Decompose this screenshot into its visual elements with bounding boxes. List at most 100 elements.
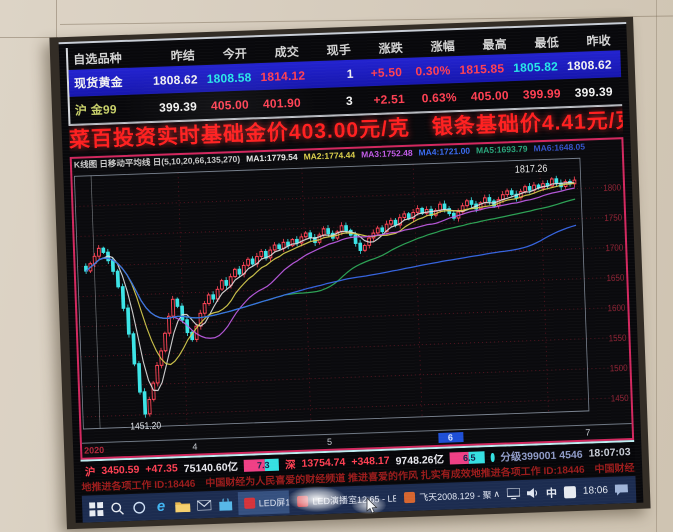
sz-advance-decline-bar: 6.5 [449,451,486,465]
ratio-value: 6.5 [462,452,476,464]
ma-legend-item: MA4:1721.00 [418,145,471,158]
sz-change: +348.17 [351,454,390,469]
prev-close: 399.39 [574,83,613,100]
svg-text:1500: 1500 [610,362,628,373]
prev-settle: 1808.62 [152,71,198,88]
status-clock: 18:07:03 [588,446,631,460]
col-header: 今开 [222,46,248,61]
ma-legend-item: MA3:1752.48 [360,147,413,160]
cortana-icon [133,501,146,514]
file-explorer-button[interactable] [172,494,192,518]
sh-advance-decline-bar: 7.3 [243,458,280,472]
sz-label: 深 [284,458,296,471]
ma-legend-item: MA2:1774.44 [303,149,356,162]
axis-tick: 7 [585,427,591,438]
board-icon [490,452,495,462]
change: +5.50 [370,64,403,80]
prev-close: 1808.62 [566,57,612,73]
col-header: 昨结 [170,47,196,63]
low: 399.99 [522,85,561,102]
folder-icon [175,501,191,512]
high: 1815.85 [459,60,505,77]
svg-text:1650: 1650 [606,272,624,283]
sh-label: 沪 [84,465,96,479]
high: 405.00 [470,87,509,104]
app-icon [404,491,416,504]
svg-text:1750: 1750 [604,212,622,223]
col-header: 现手 [326,42,352,58]
windows-logo-icon [88,501,104,516]
ma-legend-item: MA5:1693.79 [475,143,528,156]
store-button[interactable] [216,492,236,516]
ime-mode-icon[interactable] [563,485,577,498]
sh-amount: 75140.60亿 [183,460,239,475]
col-header: 涨幅 [430,38,456,54]
wall-seam [0,37,58,38]
svg-text:1451.20: 1451.20 [130,420,161,432]
svg-text:1550: 1550 [608,332,626,343]
mail-button[interactable] [194,493,214,517]
display-icon[interactable] [506,488,521,500]
prev-settle: 399.39 [158,98,198,115]
led-app-icon [243,497,255,509]
window-title: LED屏1 [258,497,290,509]
instrument-name: 沪 金99 [74,102,117,118]
low: 1805.82 [512,58,559,75]
candlestick-chart[interactable]: 1450 1500 1550 1600 1650 1700 1750 1800 1451.20 1… [72,152,631,443]
window-title: 飞天2008.129 - 聚... [419,489,492,503]
open-price: 405.00 [210,97,250,113]
start-button[interactable] [86,497,106,521]
store-bag-icon [219,497,233,511]
tray-chevron-up-icon[interactable]: ∧ [493,488,501,500]
edge-button[interactable]: e [151,495,171,519]
ratio-value: 7.3 [256,460,270,471]
notification-bubble-icon[interactable] [614,484,629,496]
svg-text:1817.26: 1817.26 [515,163,548,176]
svg-text:1450: 1450 [611,392,629,403]
col-header: 自选品种 [72,50,123,67]
taskbar-window-feitian[interactable]: 飞天2008.129 - 聚... [398,483,492,509]
taskbar-window-led-studio[interactable]: LED演播室12.65 - LE... [291,486,397,513]
svg-text:1800: 1800 [603,182,621,193]
window-title: LED演播室12.65 - LE... [312,493,397,507]
col-header: 最低 [534,34,560,50]
mail-icon [197,499,212,511]
taskbar-clock[interactable]: 18:06 [582,484,609,497]
axis-tick: 4 [192,441,198,452]
sh-change: +47.35 [145,462,178,476]
windows-taskbar: e LED屏1 LED演播室12.65 - LE... [81,475,637,523]
screen-bezel: 自选品种 昨结 今开 成交 现手 涨跌 涨幅 最高 最低 昨收 现货黄金 180… [49,16,651,530]
volume-icon[interactable] [526,487,539,499]
col-header: 最高 [482,36,508,52]
svg-text:1600: 1600 [607,302,625,313]
kline-chart-panel[interactable]: K线图 日移动平均线 日(5,10,20,66,135,270) MA1:1779… [69,137,635,460]
col-header: 涨跌 [378,40,404,56]
sz-amount: 9748.26亿 [395,453,445,467]
cortana-button[interactable] [129,495,149,519]
wall-seam [656,0,657,532]
ime-language-indicator[interactable]: 中 [545,487,558,500]
last-price: 401.90 [262,95,302,111]
wall-seam [56,0,57,46]
sz-index[interactable]: 13754.74 [301,456,346,470]
change-pct: 0.30% [415,62,451,79]
taskbar-window-led1[interactable]: LED屏1 [237,490,290,516]
ma-legend-item: MA1:1779.54 [245,151,298,164]
search-icon [111,502,125,515]
change: +2.51 [373,91,406,107]
board-quote[interactable]: 分级399001 4546 [500,448,583,464]
axis-tick: 5 [326,436,333,447]
volume: 1 [346,66,354,81]
instrument-name: 现货黄金 [73,75,124,91]
edge-icon: e [156,497,166,516]
change-pct: 0.63% [421,89,458,105]
sh-index[interactable]: 3450.59 [101,463,140,478]
open-price: 1808.58 [206,69,252,86]
search-button[interactable] [108,496,128,520]
system-tray: ∧ 中 18:06 [493,482,632,503]
axis-tick-highlighted: 6 [437,432,464,443]
svg-text:1700: 1700 [605,242,623,253]
volume: 3 [345,93,354,108]
led-screen: 自选品种 昨结 今开 成交 现手 涨跌 涨幅 最高 最低 昨收 现货黄金 180… [58,21,644,523]
axis-year-label: 2020 [84,444,105,456]
